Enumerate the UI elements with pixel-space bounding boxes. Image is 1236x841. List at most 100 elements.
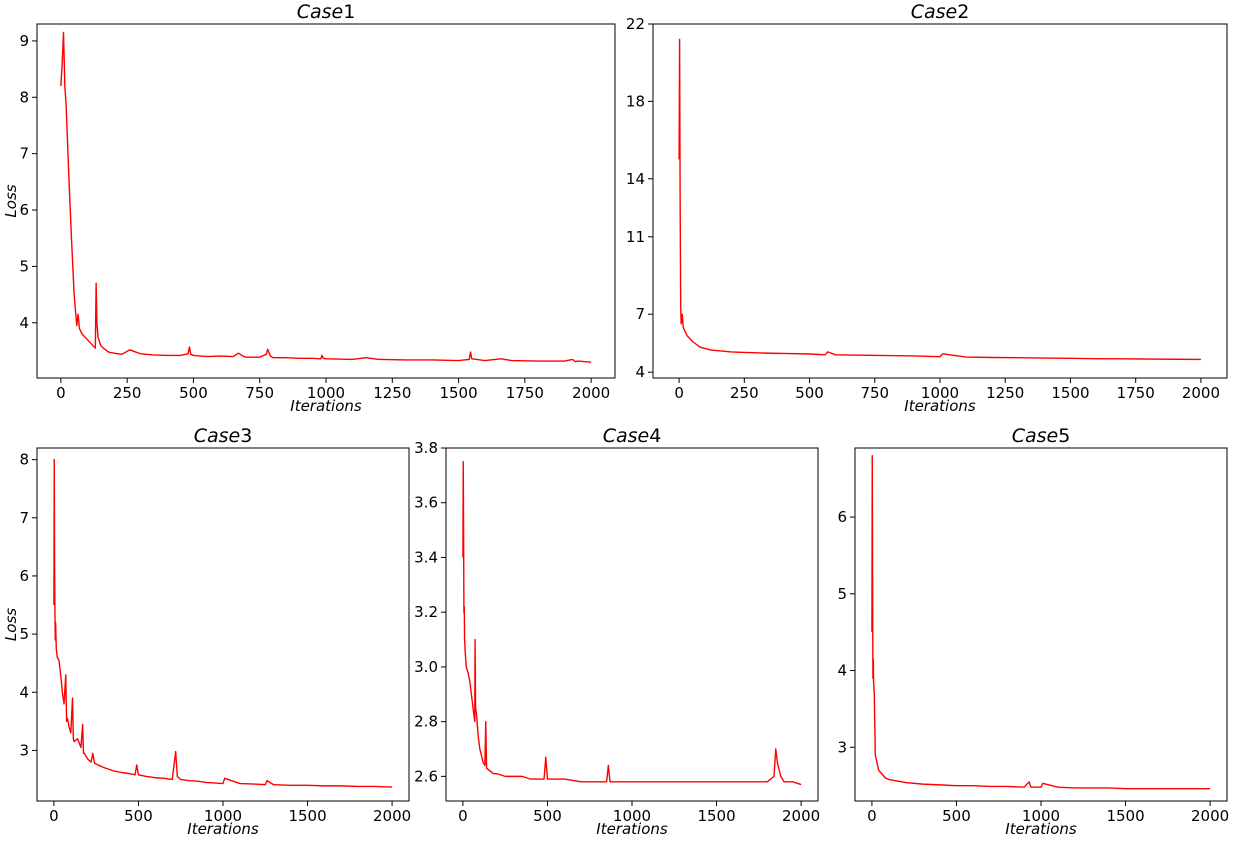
x-tick-label: 1750 [1117,384,1155,402]
y-tick-label: 3.4 [414,548,438,566]
y-tick-label: 4 [19,683,29,701]
x-tick-label: 1750 [506,384,544,402]
chart-title: Case5 [1012,425,1071,447]
y-tick-label: 22 [626,15,645,33]
chart-title: Case4 [603,425,662,447]
plot-frame [36,447,410,802]
y-tick-label: 2.6 [414,767,438,785]
y-tick-label: 18 [626,92,645,110]
x-tick-label: 1250 [373,384,411,402]
x-tick-label: 1000 [307,384,345,402]
x-tick-label: 500 [942,807,971,825]
y-tick-label: 5 [19,257,29,275]
x-tick-label: 0 [56,384,66,402]
x-tick-label: 0 [49,807,59,825]
subplot-case4: 0 500 1000 1500 2000 2.6 2.8 3.0 3.2 3.4 3.6 3.8 Ite… [414,425,820,838]
x-tick-label: 1250 [986,384,1024,402]
y-axis-label: Loss [2,184,20,217]
plot-frame [854,447,1228,802]
x-tick-label: 1000 [1022,807,1060,825]
x-tick-label: 1500 [697,807,735,825]
x-tick-label: 500 [533,807,562,825]
title-case-word: Case [1012,425,1059,447]
y-tick-label: 7 [635,305,645,323]
x-tick-label: 2000 [572,384,610,402]
x-tick-label: 1500 [439,384,477,402]
x-tick-label: 1500 [1051,384,1089,402]
y-tick-label: 3.6 [414,494,438,512]
y-tick-label: 6 [19,201,29,219]
title-case-word: Case [297,1,344,23]
y-tick-label: 6 [19,567,29,585]
x-axis-label: Iterations [187,820,259,838]
y-tick-label: 5 [837,585,847,603]
subplot-case3: 0 500 1000 1500 2000 3 4 5 6 7 8 Iterations Loss Case… [2,425,411,838]
y-tick-label: 6 [837,508,847,526]
y-tick-label: 8 [19,451,29,469]
y-tick-label: 3.8 [414,439,438,457]
y-axis-label: Loss [2,608,20,641]
x-tick-label: 500 [124,807,153,825]
x-axis-label: Iterations [904,397,976,415]
y-tick-label: 7 [19,145,29,163]
title-case-number: 3 [240,425,252,447]
title-case-word: Case [911,1,958,23]
title-case-number: 4 [649,425,661,447]
title-case-word: Case [194,425,241,447]
chart-title: Case2 [911,1,970,23]
plot-frame [445,447,819,802]
x-tick-label: 0 [458,807,468,825]
x-tick-label: 750 [860,384,889,402]
x-tick-label: 1000 [613,807,651,825]
title-case-number: 1 [343,1,355,23]
x-tick-label: 0 [674,384,684,402]
title-case-word: Case [603,425,650,447]
chart-title: Case3 [194,425,253,447]
x-tick-label: 500 [179,384,208,402]
y-tick-label: 4 [635,363,645,381]
x-tick-label: 2000 [1182,384,1220,402]
x-axis-label: Iterations [1005,820,1077,838]
x-tick-label: 1500 [288,807,326,825]
y-tick-label: 4 [837,662,847,680]
y-tick-label: 5 [19,625,29,643]
x-tick-label: 1000 [921,384,959,402]
title-case-number: 5 [1058,425,1070,447]
y-tick-label: 14 [626,170,645,188]
x-axis-label: Iterations [290,397,362,415]
loss-line-case4 [462,460,802,786]
y-tick-label: 9 [19,32,29,50]
x-tick-label: 1500 [1106,807,1144,825]
loss-line-case5 [871,454,1211,790]
x-tick-label: 2000 [782,807,820,825]
x-tick-label: 250 [113,384,142,402]
loss-line-case2 [678,38,1201,361]
x-tick-label: 250 [730,384,759,402]
y-tick-label: 3.0 [414,658,438,676]
title-case-number: 2 [957,1,969,23]
y-tick-label: 4 [19,314,29,332]
chart-title: Case1 [297,1,356,23]
subplot-case1: 0 250 500 750 1000 1250 1500 1750 2000 4 5 6 7 8 9 Iter… [2,1,616,415]
y-tick-label: 7 [19,509,29,527]
x-axis-label: Iterations [596,820,668,838]
x-tick-label: 750 [245,384,274,402]
y-tick-label: 11 [626,228,645,246]
loss-line-case1 [60,31,592,363]
x-tick-label: 500 [795,384,824,402]
y-tick-label: 3.2 [414,603,438,621]
y-tick-label: 2.8 [414,713,438,731]
x-tick-label: 1000 [204,807,242,825]
loss-line-case3 [53,458,393,788]
plot-frame [36,23,616,379]
x-tick-label: 2000 [1191,807,1229,825]
plot-frame [652,23,1228,379]
y-tick-label: 3 [19,741,29,759]
x-tick-label: 0 [867,807,877,825]
y-tick-label: 8 [19,88,29,106]
x-tick-label: 2000 [373,807,411,825]
subplot-case2: 0 250 500 750 1000 1250 1500 1750 20004711141822… [626,1,1228,415]
y-tick-label: 3 [837,738,847,756]
